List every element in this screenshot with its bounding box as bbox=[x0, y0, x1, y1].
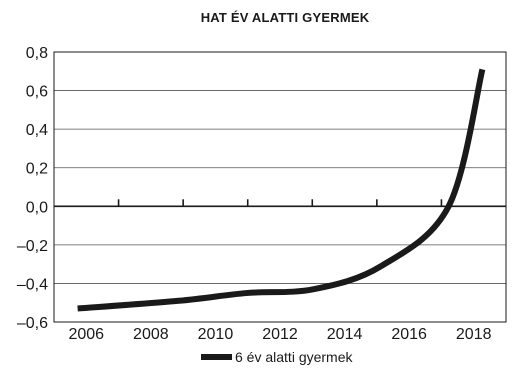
y-tick-label: –0,6 bbox=[17, 315, 48, 332]
x-tick-label: 2018 bbox=[456, 326, 492, 343]
grid-lines bbox=[54, 90, 506, 284]
series-line bbox=[77, 68, 486, 312]
y-axis-tick-labels: 0,8 0,6 0,4 0,2 0,0 –0,2 –0,4 –0,6 bbox=[17, 45, 48, 332]
y-tick-label: 0,2 bbox=[26, 161, 48, 178]
series-point bbox=[77, 308, 78, 309]
y-tick-label: 0,4 bbox=[26, 122, 48, 139]
series-layer bbox=[77, 68, 486, 312]
series-point bbox=[381, 266, 382, 267]
x-tick-label: 2010 bbox=[198, 326, 234, 343]
x-tick-label: 2014 bbox=[327, 326, 363, 343]
zero-axis bbox=[54, 199, 506, 208]
x-axis-tick-labels: 2006 2008 2010 2012 2014 2016 2018 bbox=[68, 326, 491, 343]
chart-title: HAT ÉV ALATTI GYERMEK bbox=[201, 10, 370, 25]
plot-frame bbox=[53, 51, 507, 323]
y-tick-label: –0,2 bbox=[17, 238, 48, 255]
x-tick-label: 2016 bbox=[391, 326, 427, 343]
x-tick-label: 2008 bbox=[133, 326, 169, 343]
x-tick-label: 2006 bbox=[68, 326, 104, 343]
series-point bbox=[313, 289, 314, 290]
y-tick-label: 0,0 bbox=[26, 199, 48, 216]
series-point bbox=[246, 293, 247, 294]
legend-label: 6 év alatti gyermek bbox=[235, 349, 353, 365]
y-tick-label: –0,4 bbox=[17, 276, 48, 293]
y-tick-label: 0,6 bbox=[26, 84, 48, 101]
x-tick-label: 2012 bbox=[262, 326, 298, 343]
series-point bbox=[178, 300, 179, 301]
series-point bbox=[448, 206, 449, 207]
series-point bbox=[482, 69, 483, 70]
legend: 6 év alatti gyermek bbox=[201, 349, 353, 365]
y-tick-label: 0,8 bbox=[26, 45, 48, 62]
